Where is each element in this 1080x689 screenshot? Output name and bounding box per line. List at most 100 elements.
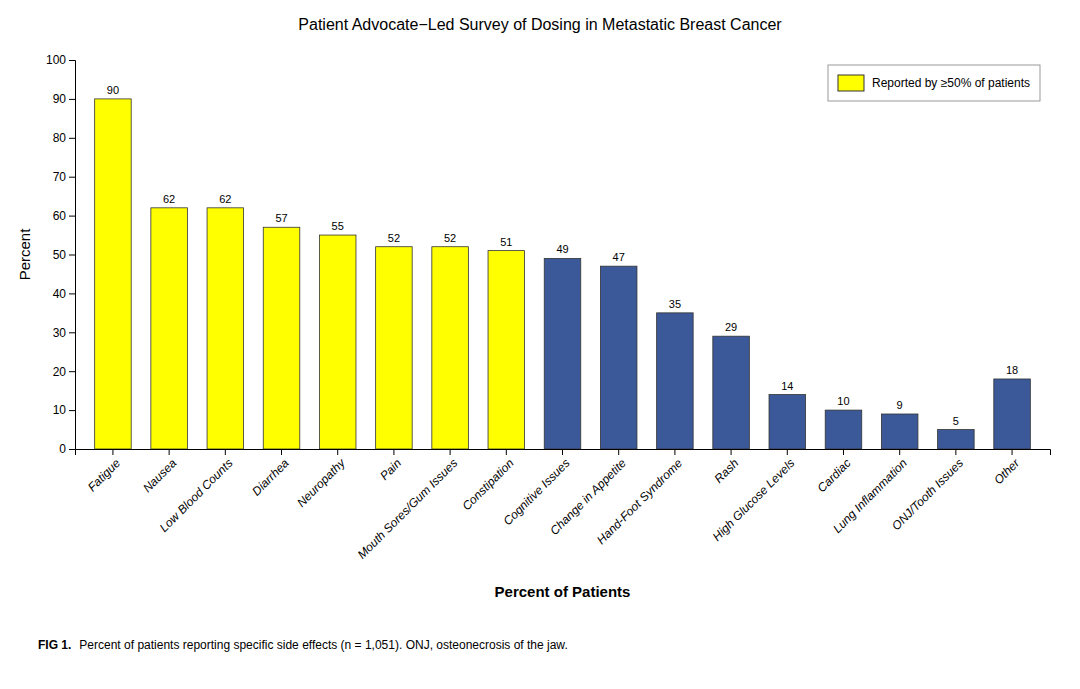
x-tick-label: Rash — [712, 456, 742, 486]
y-tick: 30 — [53, 326, 75, 340]
bar — [657, 313, 694, 449]
x-tick-mark — [337, 449, 338, 455]
title: Patient Advocate−Led Survey of Dosing in… — [298, 16, 782, 33]
legend-label: Reported by ≥50% of patients — [872, 76, 1030, 90]
x-tick-mark — [787, 449, 788, 455]
data-label: 57 — [275, 212, 287, 224]
y-tick-label: 90 — [53, 92, 67, 106]
y-tick-label: 80 — [53, 131, 67, 145]
x-tick-mark — [618, 449, 619, 455]
legend: Reported by ≥50% of patients — [828, 65, 1040, 101]
y-tick-mark — [69, 138, 75, 139]
y-tick-label: 50 — [53, 248, 67, 262]
x-tick-label: Cardiac — [815, 456, 854, 495]
y-tick-mark — [69, 99, 75, 100]
y-tick-label: 100 — [46, 53, 66, 67]
chart: 0 10 20 30 40 50 60 70 80 90 100 Fatigue NauseaLow B… — [0, 0, 1080, 689]
x-tick: Diarrhea — [249, 449, 292, 499]
data-labels: 90626257555252514947352914109518 — [107, 84, 1018, 427]
x-tick-label: Neuropathy — [294, 455, 348, 509]
x-tick: Fatigue — [85, 449, 123, 494]
y-axis-line — [69, 61, 76, 450]
y-tick: 50 — [53, 248, 75, 262]
x-tick-label: Hand-Foot Syndrome — [594, 456, 685, 547]
bar — [825, 410, 862, 449]
y-tick: 60 — [53, 209, 75, 223]
x-axis-line — [76, 450, 1051, 456]
x-tick-mark — [281, 449, 282, 455]
data-label: 51 — [500, 236, 512, 248]
data-label: 49 — [556, 243, 568, 255]
bar — [151, 208, 188, 449]
y-tick-label: 40 — [53, 287, 67, 301]
data-label: 29 — [725, 321, 737, 333]
x-tick: Cardiac — [815, 449, 854, 495]
x-tick-mark — [843, 449, 844, 455]
y-tick-mark — [69, 60, 75, 61]
bar — [207, 208, 244, 449]
y-tick-mark — [69, 371, 75, 372]
x-tick-label: Constipation — [459, 456, 516, 513]
x-tick-label: Diarrhea — [249, 456, 292, 499]
bar — [600, 266, 637, 449]
bar — [376, 247, 413, 449]
x-tick-label: Pain — [377, 456, 404, 483]
x-tick-mark — [393, 449, 394, 455]
x-tick-label: Mouth Sores/Gum Issues — [355, 456, 461, 562]
bar — [488, 251, 525, 449]
y-tick: 70 — [53, 170, 75, 184]
y-tick-mark — [69, 332, 75, 333]
bar — [713, 336, 750, 449]
x-axis: Fatigue NauseaLow Blood Counts DiarrheaNeu… — [76, 449, 1051, 562]
data-label: 10 — [837, 395, 849, 407]
data-label: 14 — [781, 380, 793, 392]
data-label: 35 — [669, 298, 681, 310]
y-tick-mark — [69, 177, 75, 178]
x-tick: Other — [991, 449, 1023, 487]
caption: FIG 1. Percent of patients reporting spec… — [38, 638, 568, 652]
bar — [432, 247, 469, 449]
x-tick: Low Blood Counts — [157, 449, 236, 535]
x-tick-mark — [731, 449, 732, 455]
y-tick-label: 70 — [53, 170, 67, 184]
caption-part: Percent of patients reporting specific s… — [79, 638, 567, 652]
x-tick: Constipation — [459, 449, 516, 513]
x-tick-label: High Glucose Levels — [710, 456, 798, 544]
data-label: 90 — [107, 84, 119, 96]
x-tick-mark — [506, 449, 507, 455]
x-tick-mark — [450, 449, 451, 455]
y-tick-mark — [69, 255, 75, 256]
x-tick: High Glucose Levels — [710, 449, 798, 544]
caption-part: FIG 1. — [38, 638, 71, 652]
x-tick: Pain — [377, 449, 404, 483]
x-tick: ONJ/Tooth Issues — [889, 449, 966, 533]
x-axis-title: Percent of Patients — [495, 583, 631, 600]
x-tick-mark — [169, 449, 170, 455]
x-tick-mark — [955, 449, 956, 455]
x-tick: Neuropathy — [294, 449, 348, 510]
bar — [95, 99, 132, 449]
x-tick-label: Low Blood Counts — [157, 456, 236, 535]
y-tick: 40 — [53, 287, 75, 301]
bars — [95, 99, 1031, 449]
y-tick: 20 — [53, 365, 75, 379]
x-tick-label: Nausea — [140, 456, 179, 495]
x-tick: Hand-Foot Syndrome — [594, 449, 685, 547]
x-tick-mark — [674, 449, 675, 455]
bar — [938, 430, 975, 449]
y-tick: 80 — [53, 131, 75, 145]
y-tick-mark — [69, 410, 75, 411]
bar — [881, 414, 918, 449]
x-tick-label: Other — [991, 455, 1023, 487]
x-tick-mark — [112, 449, 113, 455]
x-tick-mark — [899, 449, 900, 455]
legend-item: Reported by ≥50% of patients — [838, 75, 1030, 91]
x-tick: Rash — [712, 449, 742, 486]
bar — [994, 379, 1031, 449]
x-tick: Nausea — [140, 449, 179, 495]
y-tick-mark — [69, 449, 75, 450]
bar — [769, 395, 806, 449]
y-tick-label: 20 — [53, 365, 67, 379]
y-tick: 0 — [59, 442, 75, 456]
y-tick: 100 — [46, 53, 75, 67]
